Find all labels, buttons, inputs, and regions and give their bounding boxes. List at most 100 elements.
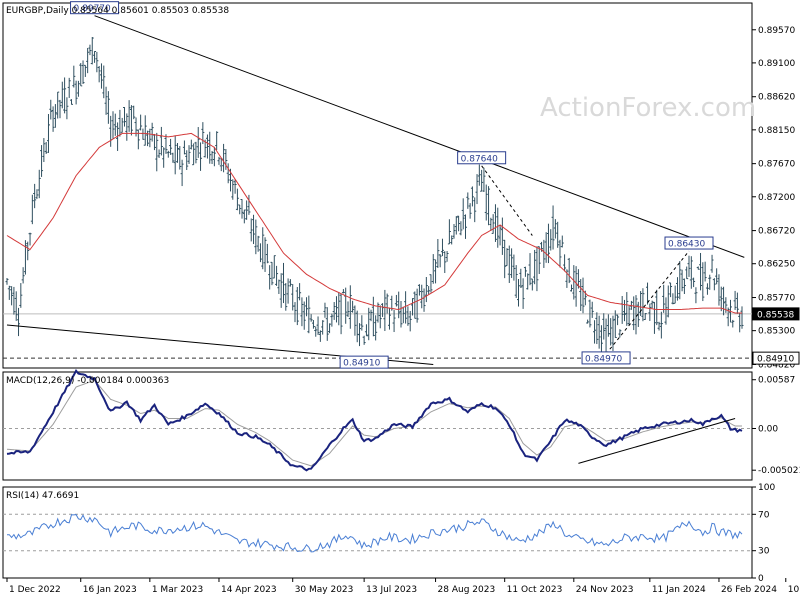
price-bar	[535, 246, 539, 292]
price-bar	[443, 251, 447, 273]
price-bar	[620, 295, 624, 324]
price-bar	[401, 306, 405, 324]
price-bar	[12, 286, 16, 315]
price-annotation-box	[339, 355, 389, 369]
price-bar	[489, 217, 493, 231]
price-badge-label: 0.85538	[757, 310, 794, 320]
price-bar	[104, 86, 108, 115]
price-tick-label: 0.88150	[758, 126, 795, 136]
price-bar	[613, 310, 617, 339]
panel-frame-2	[2, 486, 753, 579]
price-bar	[288, 279, 292, 287]
price-bar	[364, 324, 368, 337]
price-bar	[694, 287, 698, 304]
price-bar	[63, 77, 67, 114]
price-bar	[394, 294, 398, 307]
price-bar	[505, 248, 509, 267]
price-bar	[484, 184, 488, 221]
price-bar	[685, 266, 689, 280]
price-tick-label: 0.87670	[758, 160, 795, 170]
price-bar	[328, 323, 332, 334]
price-bar	[254, 219, 258, 255]
price-bar	[595, 312, 599, 345]
price-bar	[563, 254, 567, 272]
price-annotation-label: 0.87640	[461, 154, 498, 164]
price-bar	[666, 285, 670, 318]
price-bar	[224, 149, 228, 170]
price-bar	[512, 254, 516, 281]
watermark: ActionForex.com	[540, 93, 756, 123]
price-bar	[268, 265, 272, 290]
price-bar	[689, 256, 693, 289]
price-bar	[650, 300, 654, 309]
macd-tick-label: 0.00	[758, 424, 778, 434]
price-bar	[171, 152, 175, 163]
price-bar	[46, 114, 50, 153]
trendline-dashed	[605, 250, 690, 355]
price-tick-label: 0.89570	[758, 26, 795, 36]
price-bar	[593, 320, 597, 344]
price-bar	[136, 129, 140, 150]
price-bar	[457, 215, 461, 232]
price-bar	[351, 300, 355, 313]
price-bar	[88, 44, 92, 56]
price-bar	[314, 326, 318, 337]
price-bar	[70, 99, 74, 105]
rsi-tick-label: 70	[758, 510, 770, 520]
price-bar	[35, 189, 39, 199]
price-bar	[311, 320, 315, 329]
price-bar	[265, 243, 269, 264]
price-bar	[146, 130, 150, 147]
price-bar	[26, 241, 30, 261]
price-bar	[473, 197, 477, 223]
price-bar	[309, 314, 313, 322]
price-bar	[381, 303, 385, 317]
price-bar	[611, 315, 615, 352]
price-bar	[427, 286, 431, 295]
price-bar	[722, 286, 726, 316]
price-bar	[199, 142, 203, 171]
price-bar	[572, 265, 576, 300]
price-bar	[169, 138, 173, 155]
price-bar	[466, 192, 470, 209]
price-bar	[641, 288, 645, 322]
price-bar	[302, 301, 306, 330]
price-bar	[205, 134, 209, 159]
price-bar	[367, 307, 371, 341]
price-bar	[470, 186, 474, 207]
x-tick-label: 16 Jan 2023	[83, 585, 137, 595]
price-bar	[399, 300, 403, 328]
price-bar	[659, 311, 663, 339]
price-bar	[556, 221, 560, 248]
price-annotation-box	[581, 351, 631, 365]
price-bar	[33, 183, 37, 209]
price-bar	[519, 268, 523, 288]
price-bar	[415, 288, 419, 323]
price-bar	[129, 105, 133, 136]
price-bar	[339, 293, 343, 335]
price-bar	[120, 117, 124, 133]
price-bar	[551, 205, 555, 250]
price-bar	[358, 323, 362, 347]
price-bar	[371, 296, 375, 337]
price-bar	[74, 80, 78, 105]
price-bar	[687, 255, 691, 277]
price-bar	[680, 269, 684, 292]
price-bar	[132, 105, 136, 120]
price-bar	[203, 139, 207, 158]
price-bar	[256, 235, 260, 252]
price-bar	[514, 265, 518, 298]
x-tick-label: 14 Apr 2023	[221, 585, 277, 595]
price-bar	[42, 138, 46, 163]
price-bar	[717, 274, 721, 306]
price-annotation-box	[70, 1, 120, 15]
price-bar	[83, 64, 87, 77]
price-bar	[258, 243, 262, 263]
price-bar	[222, 143, 226, 173]
price-bar	[450, 235, 454, 245]
price-bar	[705, 283, 709, 295]
price-bar	[235, 188, 239, 211]
x-tick-label: 24 Nov 2023	[576, 585, 634, 595]
price-bar	[408, 310, 412, 332]
